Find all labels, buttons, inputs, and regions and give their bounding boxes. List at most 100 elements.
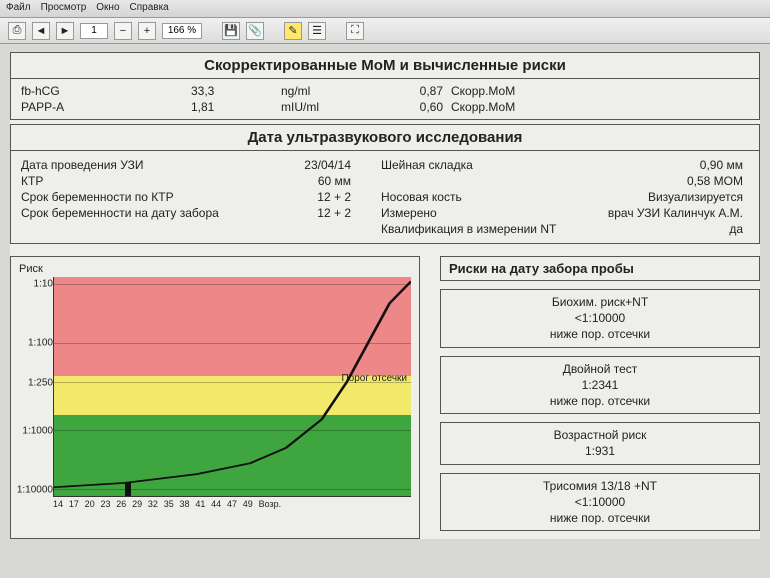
analyte-unit: mIU/ml [281, 100, 371, 114]
risk-chart: Порог отсечки [53, 277, 411, 497]
us-value: 23/04/14 [251, 158, 381, 172]
xtick-label: 32 [148, 499, 158, 509]
ytick-label: 1:1000 [22, 426, 53, 437]
xtick-label: 14 [53, 499, 63, 509]
analyte-mom: 0,87 [371, 84, 451, 98]
us-label: Носовая кость [381, 190, 561, 204]
menu-help[interactable]: Справка [130, 2, 169, 15]
analyte-mom: 0,60 [371, 100, 451, 114]
us-label: Шейная складка [381, 158, 561, 172]
zoom-input[interactable] [162, 23, 202, 39]
risk-box: Двойной тест1:2341ниже пор. отсечки [440, 356, 760, 415]
ytick-label: 1:10000 [17, 485, 53, 496]
zoom-out-icon[interactable]: − [114, 22, 132, 40]
risk-box-title: Возрастной риск [447, 427, 753, 443]
xtick-label: 41 [195, 499, 205, 509]
risk-chart-panel: Риск 1:10 1:100 1:250 1:1000 1:10000 Порог о… [10, 256, 420, 539]
page-number-input[interactable] [80, 23, 108, 39]
analyte-name: PAPP-A [21, 100, 191, 114]
xtick-label: 38 [180, 499, 190, 509]
us-label: Квалификация в измерении NT [381, 222, 561, 236]
attach-icon[interactable]: 📎 [246, 22, 264, 40]
gridline [54, 284, 411, 285]
xtick-label: 49 [243, 499, 253, 509]
gridline [54, 343, 411, 344]
risk-box-value: 1:931 [447, 443, 753, 459]
risk-box-title: Биохим. риск+NT [447, 294, 753, 310]
analyte-row: PAPP-A 1,81 mIU/ml 0,60 Скорр.МоМ [21, 99, 749, 115]
xtick-label: 17 [69, 499, 79, 509]
menubar: Файл Просмотр Окно Справка [0, 0, 770, 18]
gridline [54, 489, 411, 490]
section1-title: Скорректированные МоМ и вычисленные риск… [10, 52, 760, 79]
risk-box-note: ниже пор. отсечки [447, 326, 753, 342]
us-label: Дата проведения УЗИ [21, 158, 251, 172]
us-value: 60 мм [251, 174, 381, 188]
us-label: Срок беременности по КТР [21, 190, 251, 204]
analyte-name: fb-hCG [21, 84, 191, 98]
prev-page-icon[interactable]: ◄ [32, 22, 50, 40]
us-value: 0,90 мм [561, 158, 749, 172]
analyte-value: 1,81 [191, 100, 281, 114]
us-value: 12 + 2 [251, 206, 381, 220]
us-value: 12 + 2 [251, 190, 381, 204]
xtick-label: 23 [100, 499, 110, 509]
save-icon[interactable]: 💾 [222, 22, 240, 40]
section2-title: Дата ультразвукового исследования [10, 124, 760, 151]
analyte-unit: ng/ml [281, 84, 371, 98]
us-label: Измерено [381, 206, 561, 220]
analyte-momlabel: Скорр.МоМ [451, 84, 749, 98]
us-label [21, 222, 251, 236]
toolbar: ⎙ ◄ ► − + 💾 📎 ✎ ☰ ⛶ [0, 18, 770, 44]
section1-body: fb-hCG 33,3 ng/ml 0,87 Скорр.МоМ PAPP-A … [10, 79, 760, 120]
print-icon[interactable]: ⎙ [8, 22, 26, 40]
us-value: 0,58 МОМ [561, 174, 749, 188]
highlight-icon[interactable]: ✎ [284, 22, 302, 40]
next-page-icon[interactable]: ► [56, 22, 74, 40]
risk-box: Трисомия 13/18 +NT<1:10000ниже пор. отсе… [440, 473, 760, 532]
chart-ylabel: Риск [19, 263, 411, 275]
xtick-label: 47 [227, 499, 237, 509]
risk-box-title: Двойной тест [447, 361, 753, 377]
menu-file[interactable]: Файл [6, 2, 31, 15]
risk-box-note: ниже пор. отсечки [447, 510, 753, 526]
risk-box: Биохим. риск+NT<1:10000ниже пор. отсечки [440, 289, 760, 348]
us-value: да [561, 222, 749, 236]
us-value: Визуализируется [561, 190, 749, 204]
us-value: врач УЗИ Калинчук А.М. [561, 206, 749, 220]
us-label: Срок беременности на дату забора [21, 206, 251, 220]
menu-view[interactable]: Просмотр [41, 2, 87, 15]
risk-curve [54, 277, 411, 496]
xtick-label: 35 [164, 499, 174, 509]
chart-yaxis: 1:10 1:100 1:250 1:1000 1:10000 [19, 277, 57, 497]
zoom-in-icon[interactable]: + [138, 22, 156, 40]
ytick-label: 1:10 [34, 278, 53, 289]
us-value [251, 222, 381, 236]
xtick-label: 26 [116, 499, 126, 509]
risk-box-value: <1:10000 [447, 310, 753, 326]
gridline [54, 430, 411, 431]
us-label: КТР [21, 174, 251, 188]
risk-summary-panel: Риски на дату забора пробы Биохим. риск+… [440, 256, 760, 539]
us-label [381, 174, 561, 188]
xaxis-label: Возр. [259, 499, 282, 509]
ytick-label: 1:100 [28, 338, 53, 349]
risk-box-value: 1:2341 [447, 377, 753, 393]
expand-icon[interactable]: ⛶ [346, 22, 364, 40]
xtick-label: 44 [211, 499, 221, 509]
risk-box-title: Трисомия 13/18 +NT [447, 478, 753, 494]
note-icon[interactable]: ☰ [308, 22, 326, 40]
analyte-value: 33,3 [191, 84, 281, 98]
xtick-label: 29 [132, 499, 142, 509]
gridline [54, 382, 411, 383]
risk-summary-title: Риски на дату забора пробы [440, 256, 760, 281]
menu-window[interactable]: Окно [96, 2, 119, 15]
risk-box-value: <1:10000 [447, 494, 753, 510]
analyte-row: fb-hCG 33,3 ng/ml 0,87 Скорр.МоМ [21, 83, 749, 99]
analyte-momlabel: Скорр.МоМ [451, 100, 749, 114]
ytick-label: 1:250 [28, 377, 53, 388]
document-page: Скорректированные МоМ и вычисленные риск… [10, 52, 760, 539]
section2-body: Дата проведения УЗИ23/04/14Шейная складк… [10, 151, 760, 244]
chart-xaxis: 14 17 20 23 26 29 32 35 38 41 44 47 49 Возр. [53, 497, 411, 509]
xtick-label: 20 [85, 499, 95, 509]
